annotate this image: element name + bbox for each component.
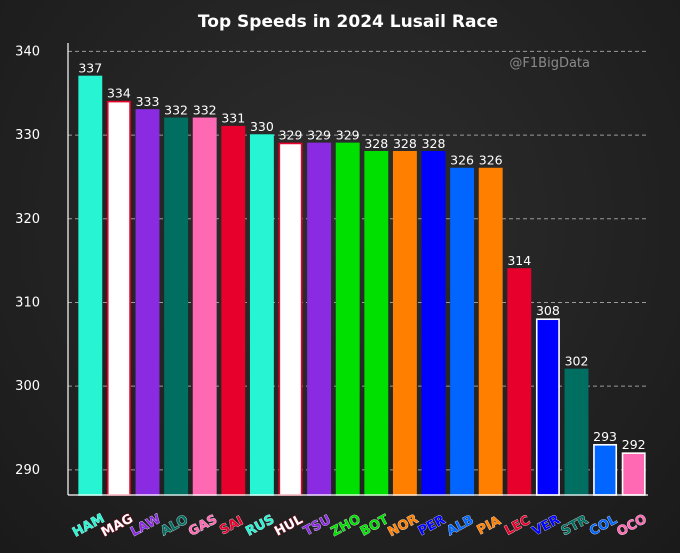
- x-axis-ticks: HAMMAGLAWALOGASSAIRUSHULTSUZHOBOTNORPERA…: [70, 511, 650, 541]
- bar-value-label: 326: [450, 153, 474, 168]
- bar: [335, 142, 360, 496]
- bar-value-label: 330: [250, 119, 274, 134]
- bar-value-label: 332: [164, 102, 188, 117]
- bar-value-label: 328: [393, 136, 417, 151]
- watermark: @F1BigData: [509, 56, 590, 71]
- x-tick-label: ALB: [444, 513, 476, 540]
- bar: [364, 151, 389, 496]
- chart-title: Top Speeds in 2024 Lusail Race: [198, 12, 498, 32]
- bar-value-label: 292: [622, 437, 646, 452]
- x-tick-label: GAS: [186, 512, 220, 539]
- bar: [135, 109, 160, 496]
- bar: [593, 443, 618, 496]
- bar: [392, 151, 417, 496]
- y-axis-ticks: 290 300 310 320 330 340: [15, 44, 40, 478]
- bar-value-label: 331: [221, 111, 245, 126]
- y-tick-label: 300: [15, 379, 40, 394]
- value-labels: 337 334 333 332 332 331 330 329 329 329 328 328 328 3…: [78, 60, 645, 452]
- bar: [450, 167, 475, 496]
- bar: [564, 368, 589, 496]
- bar-value-label: 337: [78, 60, 102, 75]
- x-tick-label: OCO: [615, 512, 650, 540]
- bar-value-label: 332: [193, 102, 217, 117]
- bar: [164, 117, 189, 496]
- bar: [307, 142, 332, 496]
- bar-value-label: 326: [479, 153, 503, 168]
- bar: [78, 75, 103, 496]
- y-tick-label: 340: [15, 44, 40, 59]
- bar-value-label: 328: [422, 136, 446, 151]
- y-tick-label: 330: [15, 128, 40, 143]
- bar: [106, 100, 131, 496]
- bars: [78, 75, 646, 496]
- bar-value-label: 334: [107, 86, 131, 101]
- bar-value-label: 329: [336, 127, 360, 142]
- bar-value-label: 314: [507, 253, 531, 268]
- x-tick-label: LEC: [502, 513, 533, 539]
- bar: [278, 142, 303, 496]
- x-tick-label: VER: [530, 512, 563, 539]
- x-tick-label: PER: [416, 513, 448, 540]
- bar-value-label: 329: [307, 127, 331, 142]
- y-tick-label: 290: [15, 463, 40, 478]
- x-tick-label: RUS: [244, 512, 277, 539]
- x-tick-label: SAI: [217, 514, 245, 539]
- bar: [507, 268, 532, 496]
- bar: [192, 117, 217, 496]
- bar-value-label: 293: [593, 429, 617, 444]
- bar-value-label: 308: [536, 303, 560, 318]
- bar: [249, 134, 274, 496]
- bar-value-label: 329: [279, 127, 303, 142]
- bar-value-label: 302: [565, 353, 589, 368]
- x-tick-label: PIA: [475, 514, 504, 539]
- y-tick-label: 320: [15, 212, 40, 227]
- bar: [478, 167, 503, 496]
- bar: [621, 452, 646, 496]
- bar: [421, 151, 446, 496]
- bar-value-label: 328: [364, 136, 388, 151]
- bar-value-label: 333: [136, 94, 160, 109]
- bar: [221, 125, 246, 496]
- bar: [535, 318, 560, 496]
- y-tick-label: 310: [15, 295, 40, 310]
